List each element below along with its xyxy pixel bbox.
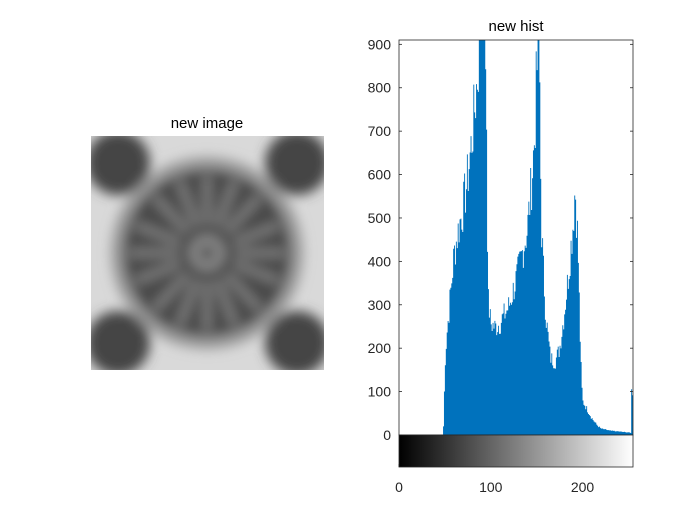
y-tick-label: 200 bbox=[368, 340, 392, 356]
hist-title: new hist bbox=[488, 18, 544, 35]
y-tick-label: 900 bbox=[368, 36, 392, 52]
y-tick-label: 800 bbox=[368, 80, 392, 96]
image-title: new image bbox=[171, 115, 244, 132]
x-tick-label: 100 bbox=[479, 479, 503, 495]
y-tick-label: 400 bbox=[368, 253, 392, 269]
y-tick-label: 300 bbox=[368, 297, 392, 313]
x-axis: 0 100 200 bbox=[395, 464, 594, 495]
y-tick-label: 500 bbox=[368, 210, 392, 226]
y-tick-label: 700 bbox=[368, 123, 392, 139]
histogram-plot: 0 100 200 300 400 500 600 700 800 900 0 100 200 bbox=[368, 36, 634, 495]
histogram-bars bbox=[399, 40, 633, 435]
grayscale-image bbox=[91, 136, 324, 370]
y-tick-label: 0 bbox=[383, 427, 391, 443]
y-axis: 0 100 200 300 400 500 600 700 800 900 bbox=[368, 36, 633, 443]
x-tick-label: 200 bbox=[571, 479, 595, 495]
y-tick-label: 600 bbox=[368, 167, 392, 183]
grayscale-colorbar bbox=[398, 434, 634, 468]
y-tick-label: 100 bbox=[368, 384, 392, 400]
x-tick-label: 0 bbox=[395, 479, 403, 495]
